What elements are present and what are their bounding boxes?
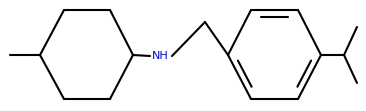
Text: NH: NH bbox=[152, 51, 169, 61]
